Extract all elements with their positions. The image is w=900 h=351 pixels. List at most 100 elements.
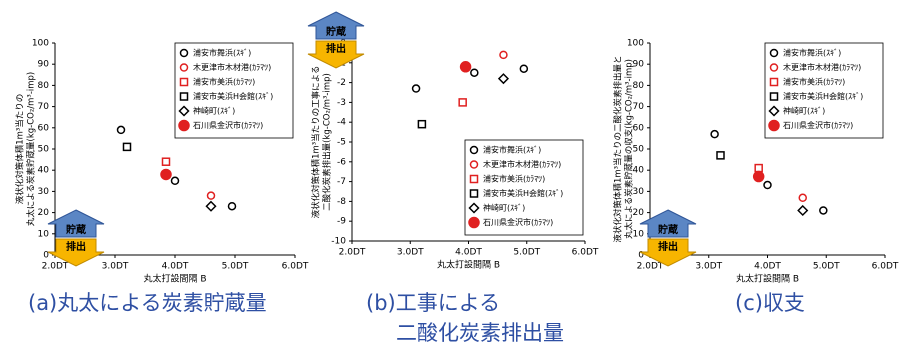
data-point: [497, 73, 510, 85]
y-tick-label: 100: [32, 39, 49, 49]
data-point: [754, 163, 763, 173]
data-point: [458, 98, 467, 107]
storage-label: 貯蔵: [66, 223, 86, 236]
x-axis-label: 丸太打設間隔 B: [143, 273, 206, 285]
legend-box: [174, 42, 294, 139]
storage-label: 貯蔵: [658, 223, 678, 236]
y-tick-label: 80: [633, 81, 645, 91]
x-tick-label: 4.0DT: [162, 262, 189, 272]
data-point: [160, 168, 172, 181]
legend-label: 木更津市木材港(ｶﾗﾏﾂ): [483, 159, 561, 169]
data-point: [170, 176, 180, 186]
legend-marker: [769, 77, 779, 87]
legend-label: 浦安市美浜H会館(ｽｷﾞ): [483, 188, 563, 198]
legend-label: 神崎町(ｽｷﾞ): [783, 106, 825, 116]
y-tick-label: 10: [38, 229, 50, 239]
legend-marker: [769, 63, 779, 72]
storage-arrow: [47, 209, 105, 238]
storage-arrow: [639, 209, 697, 238]
caption: (a)丸太による炭素貯蔵量: [28, 291, 267, 315]
y-tick-label: -5: [337, 138, 346, 148]
storage-label: 貯蔵: [326, 25, 346, 38]
y-tick-label: 40: [38, 166, 50, 176]
y-tick-label: 20: [38, 208, 50, 218]
y-tick-label: 100: [627, 39, 644, 49]
y-tick-label: 60: [633, 123, 645, 133]
data-point: [797, 204, 809, 217]
legend-label: 浦安市美浜H会館(ｽｷﾞ): [783, 91, 863, 101]
x-tick-label: 5.0DT: [813, 262, 840, 272]
y-axis-label: 液状化対策体積1m³当たりの二酸化炭素排出量と: [613, 55, 624, 242]
y-tick-label: 10: [633, 229, 645, 239]
legend-label: 浦安市美浜(ｶﾗﾏﾂ): [483, 174, 545, 184]
y-axis-label: 二酸化炭素排出量(kg-CO₂/m³-imp): [322, 73, 333, 211]
x-axis-label: 丸太打設間隔 B: [437, 259, 500, 271]
legend-marker: [178, 105, 190, 117]
legend-marker: [468, 216, 480, 229]
y-tick-label: -9: [337, 217, 346, 227]
x-axis-label: 丸太打設間隔 B: [736, 273, 799, 285]
legend-marker: [178, 119, 190, 132]
emission-label: 排出: [326, 42, 346, 55]
y-axis-label: 丸太による炭素貯蔵量(kg-CO₂/m³-imp): [26, 72, 37, 226]
y-tick-label: -2: [337, 78, 346, 88]
data-point: [519, 64, 529, 73]
storage-arrow: [307, 11, 365, 40]
y-tick-label: 60: [38, 123, 50, 133]
x-tick-label: 4.0DT: [754, 262, 781, 272]
y-tick-label: 90: [633, 60, 645, 70]
legend-label: 石川県金沢市(ｶﾗﾏﾂ): [783, 120, 853, 130]
data-point: [417, 119, 427, 129]
emission-label: 排出: [658, 240, 678, 253]
data-point: [161, 157, 171, 166]
legend-label: 石川県金沢市(ｶﾗﾏﾂ): [193, 120, 263, 130]
legend-marker: [768, 119, 780, 132]
y-tick-label: 50: [633, 145, 645, 155]
legend-marker: [768, 105, 780, 117]
legend-label: 石川県金沢市(ｶﾗﾏﾂ): [483, 217, 553, 227]
y-tick-label: 40: [633, 166, 645, 176]
legend-label: 浦安市舞浜(ｽｷﾞ): [193, 48, 251, 58]
x-tick-label: 3.0DT: [397, 248, 424, 258]
y-tick-label: 90: [38, 60, 50, 70]
data-point: [798, 193, 807, 203]
x-tick-label: 2.0DT: [637, 262, 664, 272]
legend-marker: [469, 174, 479, 184]
y-tick-label: 0: [638, 251, 644, 261]
caption: (b)工事による: [366, 291, 500, 315]
data-point: [752, 170, 765, 183]
y-tick-label: 20: [633, 208, 645, 218]
legend-marker: [179, 63, 189, 72]
legend-label: 木更津市木材港(ｶﾗﾏﾂ): [193, 62, 271, 72]
data-point: [206, 191, 216, 200]
legend-box: [764, 42, 884, 139]
legend-marker: [468, 202, 480, 214]
y-tick-label: -3: [337, 98, 346, 108]
y-tick-label: -10: [331, 237, 346, 247]
x-tick-label: 6.0DT: [572, 248, 599, 258]
data-point: [763, 180, 772, 190]
x-tick-label: 5.0DT: [513, 248, 540, 258]
data-point: [411, 84, 421, 93]
legend-marker: [179, 77, 189, 87]
y-tick-label: 30: [38, 187, 50, 197]
x-tick-label: 3.0DT: [695, 262, 722, 272]
legend-marker: [179, 92, 189, 101]
y-tick-label: 50: [38, 145, 50, 155]
legend-label: 浦安市舞浜(ｽｷﾞ): [483, 145, 541, 155]
y-tick-label: 0: [43, 251, 49, 261]
data-point: [459, 61, 472, 73]
legend-label: 浦安市美浜(ｶﾗﾏﾂ): [193, 77, 255, 87]
y-axis-label: 液状化対策体積1m³当たりの工事による: [311, 66, 322, 219]
legend-box: [464, 139, 584, 236]
y-tick-label: 80: [38, 81, 50, 91]
legend-marker: [469, 160, 479, 169]
data-point: [710, 129, 719, 139]
data-point: [716, 151, 725, 160]
y-tick-label: 70: [633, 102, 645, 112]
legend-marker: [469, 145, 479, 155]
data-point: [470, 68, 479, 77]
y-tick-label: 70: [38, 102, 50, 112]
